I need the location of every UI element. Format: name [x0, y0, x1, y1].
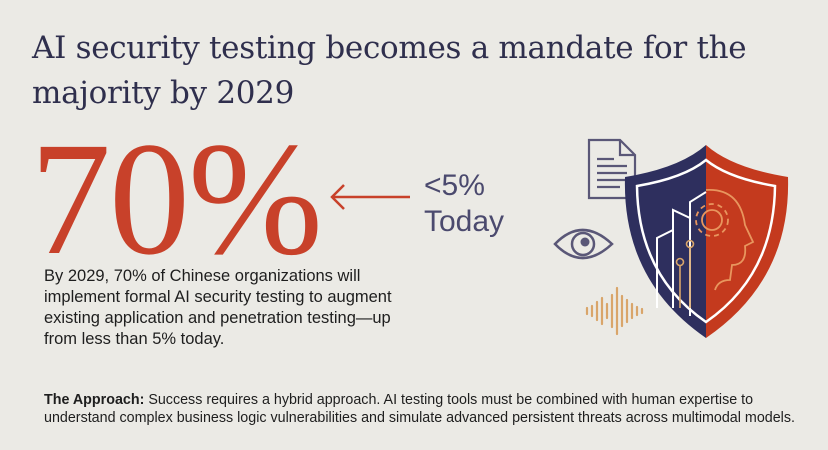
approach-body: Success requires a hybrid approach. AI t… — [44, 392, 795, 426]
approach-label: The Approach: — [44, 392, 145, 408]
head-gear-icon — [695, 189, 755, 291]
comparison-value: <5% — [424, 169, 485, 202]
comparison-label: Today — [424, 205, 505, 238]
audio-waveform-icon — [585, 286, 644, 336]
document-icon — [587, 138, 637, 200]
page-title: AI security testing becomes a mandate fo… — [32, 30, 747, 111]
arrow-left-icon — [330, 184, 410, 210]
comparison: <5% Today — [424, 168, 504, 240]
city-circuit-icon — [656, 191, 707, 316]
security-illustration — [553, 138, 789, 338]
approach-text: The Approach: Success requires a hybrid … — [44, 391, 804, 427]
stat-value: 70% — [30, 110, 323, 289]
shield-icon — [624, 145, 789, 338]
description: By 2029, 70% of Chinese organizations wi… — [44, 267, 392, 348]
eye-icon — [553, 228, 614, 260]
